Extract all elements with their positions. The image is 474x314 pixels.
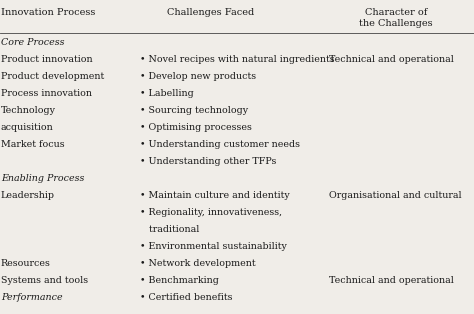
Text: Process innovation: Process innovation	[1, 89, 92, 98]
Text: • Novel recipes with natural ingredients: • Novel recipes with natural ingredients	[140, 55, 335, 64]
Text: • Network development: • Network development	[140, 259, 255, 268]
Text: Systems and tools: Systems and tools	[1, 276, 88, 285]
Text: traditional: traditional	[140, 225, 199, 234]
Text: Challenges Faced: Challenges Faced	[167, 8, 255, 17]
Text: • Understanding other TFPs: • Understanding other TFPs	[140, 157, 276, 166]
Text: Product innovation: Product innovation	[1, 55, 92, 64]
Text: Core Process: Core Process	[1, 38, 64, 47]
Text: Technology: Technology	[1, 106, 56, 115]
Text: Innovation Process: Innovation Process	[1, 8, 95, 17]
Text: • Certified benefits: • Certified benefits	[140, 293, 232, 302]
Text: Resources: Resources	[1, 259, 51, 268]
Text: • Labelling: • Labelling	[140, 89, 193, 98]
Text: • Regionality, innovativeness,: • Regionality, innovativeness,	[140, 208, 282, 217]
Text: • Sourcing technology: • Sourcing technology	[140, 106, 248, 115]
Text: • Environmental sustainability: • Environmental sustainability	[140, 242, 287, 251]
Text: • Benchmarking: • Benchmarking	[140, 276, 219, 285]
Text: Enabling Process: Enabling Process	[1, 174, 84, 183]
Text: Technical and operational: Technical and operational	[329, 276, 454, 285]
Text: • Develop new products: • Develop new products	[140, 72, 256, 81]
Text: Market focus: Market focus	[1, 140, 64, 149]
Text: Character of
the Challenges: Character of the Challenges	[359, 8, 433, 28]
Text: Performance: Performance	[1, 293, 63, 302]
Text: • Optimising processes: • Optimising processes	[140, 123, 252, 132]
Text: • Maintain culture and identity: • Maintain culture and identity	[140, 191, 290, 200]
Text: • Understanding customer needs: • Understanding customer needs	[140, 140, 300, 149]
Text: Product development: Product development	[1, 72, 104, 81]
Text: Organisational and cultural: Organisational and cultural	[329, 191, 462, 200]
Text: acquisition: acquisition	[1, 123, 54, 132]
Text: Technical and operational: Technical and operational	[329, 55, 454, 64]
Text: Leadership: Leadership	[1, 191, 55, 200]
